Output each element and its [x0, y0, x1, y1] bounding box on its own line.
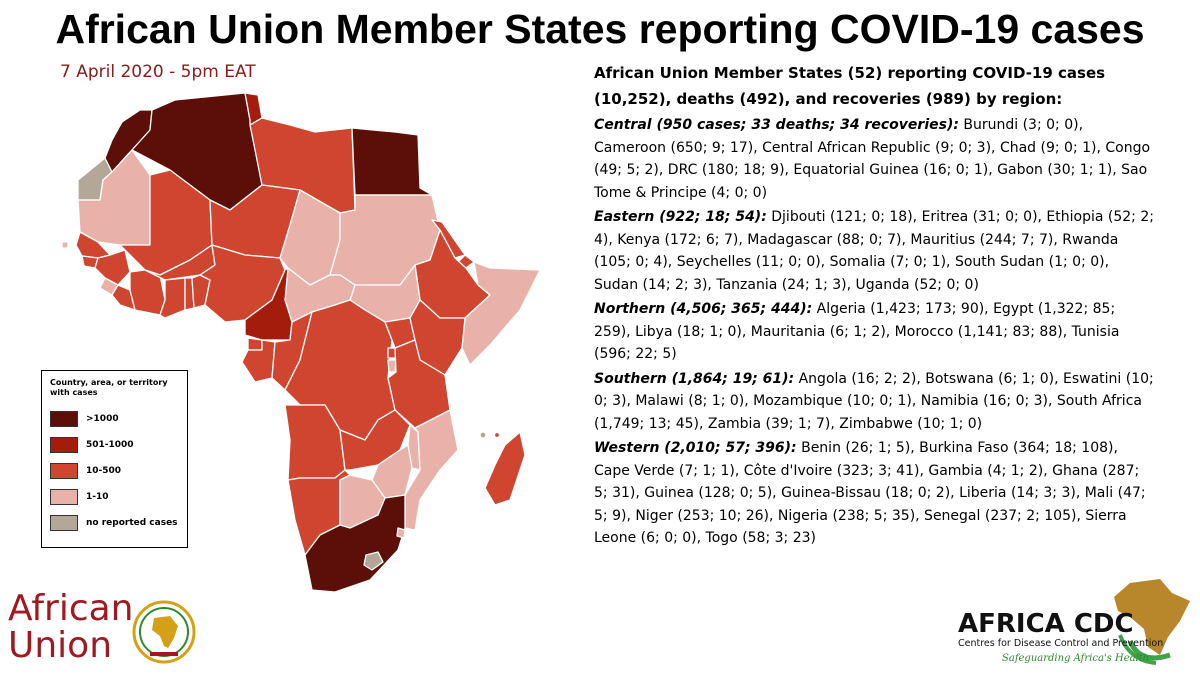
legend-label: 10-500: [86, 466, 122, 476]
legend-label: no reported cases: [86, 518, 178, 528]
map-liberia: [111, 284, 136, 311]
map-equatorial-guinea: [247, 337, 263, 351]
au-logo-line1: African: [8, 588, 134, 629]
map-legend: Country, area, or territory with cases >…: [41, 370, 188, 548]
legend-item: 501-1000: [50, 432, 179, 458]
region-text: Burundi (3; 0; 0), Cameroon (650; 9; 17)…: [594, 117, 1151, 201]
map-lesotho: [363, 551, 384, 571]
region-text: Benin (26; 1; 5), Burkina Faso (364; 18;…: [594, 440, 1146, 546]
africa-map: [61, 92, 541, 593]
region-summary: African Union Member States (52) reporti…: [594, 60, 1154, 550]
africa-cdc-map-icon: [1114, 579, 1190, 665]
map-comoros: [479, 431, 487, 439]
legend-swatch: [50, 411, 78, 427]
legend-item: 1-10: [50, 484, 179, 510]
report-date: 7 April 2020 - 5pm EAT: [60, 62, 256, 82]
legend-swatch: [50, 437, 78, 453]
region-southern: Southern (1,864; 19; 61): Angola (16; 2;…: [594, 368, 1154, 436]
legend-swatch: [50, 515, 78, 531]
legend-label: 501-1000: [86, 440, 134, 450]
africa-cdc-logo-tagline: Safeguarding Africa's Health: [1002, 653, 1150, 664]
region-label: Western (2,010; 57; 396):: [594, 440, 797, 456]
legend-swatch: [50, 489, 78, 505]
legend-label: 1-10: [86, 492, 109, 502]
map-cape-verde: [61, 241, 69, 249]
legend-title: Country, area, or territory with cases: [50, 378, 168, 397]
map-eswatini: [396, 527, 406, 539]
map-mauritius: [493, 431, 501, 439]
summary-heading-line1: African Union Member States (52) reporti…: [594, 64, 1106, 82]
african-union-logo: African Union: [8, 590, 134, 664]
map-burundi: [387, 359, 397, 373]
summary-heading-line2: (10,252), deaths (492), and recoveries (…: [594, 90, 1063, 108]
page-title: African Union Member States reporting CO…: [55, 6, 1145, 52]
region-northern: Northern (4,506; 365; 444): Algeria (1,4…: [594, 298, 1154, 366]
africa-cdc-logo-subtitle: Centres for Disease Control and Preventi…: [958, 638, 1164, 649]
region-label: Eastern (922; 18; 54):: [594, 209, 767, 225]
legend-item: no reported cases: [50, 510, 179, 536]
region-text: Algeria (1,423; 173; 90), Egypt (1,322; …: [594, 301, 1120, 362]
africa-cdc-logo-name: AFRICA CDC: [958, 609, 1134, 639]
map-mozambique: [404, 409, 459, 531]
map-egypt: [351, 127, 433, 196]
map-guinea: [94, 249, 131, 286]
region-label: Southern (1,864; 19; 61):: [594, 370, 795, 387]
map-south-africa: [304, 494, 406, 593]
region-text: Djibouti (121; 0; 18), Eritrea (31; 0; 0…: [594, 209, 1154, 293]
legend-item: 10-500: [50, 458, 179, 484]
legend-item: >1000: [50, 406, 179, 432]
region-text: Angola (16; 2; 2), Botswana (6; 1; 0), E…: [594, 370, 1154, 432]
region-central: Central (950 cases; 33 deaths; 34 recove…: [594, 114, 1154, 204]
region-western: Western (2,010; 57; 396): Benin (26; 1; …: [594, 437, 1154, 550]
au-logo-line2: Union: [8, 625, 113, 666]
map-somalia: [461, 261, 541, 366]
au-emblem-icon: [132, 600, 196, 664]
legend-swatch: [50, 463, 78, 479]
legend-label: >1000: [86, 414, 119, 424]
region-label: Northern (4,506; 365; 444):: [594, 301, 813, 317]
region-eastern: Eastern (922; 18; 54): Djibouti (121; 0;…: [594, 206, 1154, 296]
map-madagascar: [484, 431, 526, 506]
region-label: Central (950 cases; 33 deaths; 34 recove…: [594, 117, 959, 133]
